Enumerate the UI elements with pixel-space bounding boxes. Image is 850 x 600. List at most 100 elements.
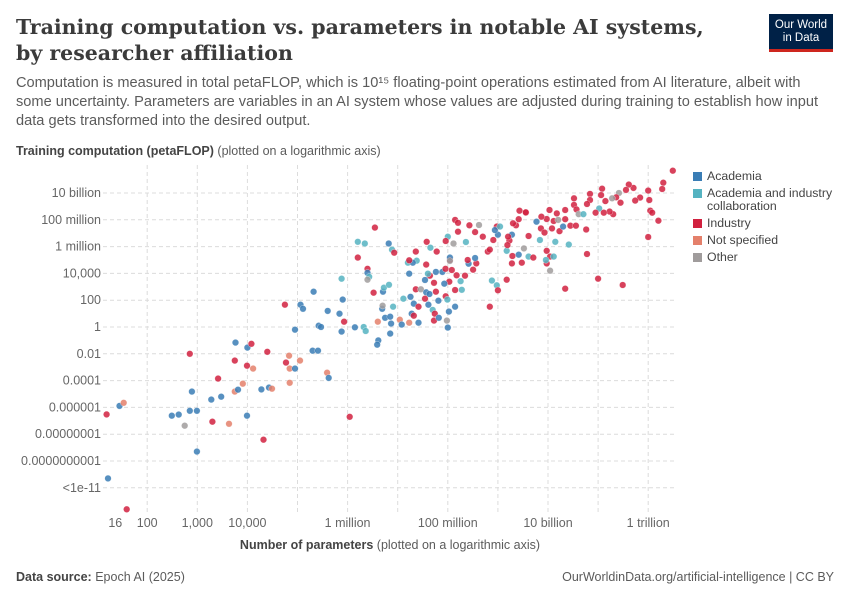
data-point[interactable]: [296, 357, 304, 365]
data-point[interactable]: [644, 233, 652, 241]
data-point[interactable]: [520, 244, 528, 252]
data-point[interactable]: [475, 221, 483, 229]
data-point[interactable]: [619, 281, 627, 289]
data-point[interactable]: [421, 276, 429, 284]
data-point[interactable]: [207, 396, 215, 404]
data-point[interactable]: [579, 210, 587, 218]
data-point[interactable]: [379, 302, 387, 310]
data-point[interactable]: [291, 365, 299, 373]
data-point[interactable]: [422, 261, 430, 269]
data-point[interactable]: [543, 247, 551, 255]
data-point[interactable]: [168, 412, 176, 420]
data-point[interactable]: [410, 312, 418, 320]
data-point[interactable]: [440, 280, 448, 288]
data-point[interactable]: [421, 295, 429, 303]
data-point[interactable]: [471, 228, 479, 236]
data-point[interactable]: [586, 190, 594, 198]
data-point[interactable]: [525, 232, 533, 240]
data-point[interactable]: [426, 244, 434, 252]
data-point[interactable]: [338, 275, 346, 283]
legend-item[interactable]: Academia and industry collaboration: [693, 187, 843, 213]
data-point[interactable]: [648, 209, 656, 217]
data-point[interactable]: [181, 422, 189, 430]
data-point[interactable]: [432, 288, 440, 296]
data-point[interactable]: [361, 240, 369, 247]
data-point[interactable]: [600, 209, 608, 217]
data-point[interactable]: [504, 233, 512, 241]
data-point[interactable]: [556, 227, 563, 235]
data-point[interactable]: [324, 307, 332, 315]
data-point[interactable]: [346, 413, 354, 421]
data-point[interactable]: [592, 209, 600, 217]
data-point[interactable]: [622, 186, 630, 194]
legend-item[interactable]: Not specified: [693, 234, 843, 247]
data-point[interactable]: [120, 399, 128, 407]
data-point[interactable]: [339, 296, 347, 304]
data-point[interactable]: [515, 251, 523, 259]
data-point[interactable]: [494, 286, 502, 294]
data-point[interactable]: [565, 241, 573, 249]
data-point[interactable]: [351, 323, 359, 331]
data-point[interactable]: [669, 167, 677, 175]
data-point[interactable]: [338, 328, 346, 336]
data-point[interactable]: [508, 252, 516, 260]
data-point[interactable]: [630, 184, 637, 192]
data-point[interactable]: [325, 374, 333, 382]
data-point[interactable]: [310, 288, 318, 296]
data-point[interactable]: [424, 270, 432, 278]
data-point[interactable]: [399, 295, 407, 303]
source-link[interactable]: OurWorldinData.org/artificial-intelligen…: [562, 570, 834, 584]
data-point[interactable]: [362, 327, 370, 335]
data-point[interactable]: [188, 388, 196, 396]
data-point[interactable]: [103, 410, 111, 418]
data-point[interactable]: [659, 179, 667, 187]
data-point[interactable]: [445, 308, 453, 316]
data-point[interactable]: [260, 436, 267, 444]
data-point[interactable]: [572, 222, 580, 230]
data-point[interactable]: [654, 217, 662, 225]
data-point[interactable]: [387, 320, 395, 328]
data-point[interactable]: [423, 238, 431, 246]
data-point[interactable]: [508, 259, 516, 267]
data-point[interactable]: [608, 194, 616, 202]
data-point[interactable]: [424, 301, 432, 309]
data-point[interactable]: [405, 256, 413, 264]
data-point[interactable]: [247, 340, 255, 348]
data-point[interactable]: [354, 254, 362, 262]
data-point[interactable]: [317, 323, 325, 331]
data-point[interactable]: [658, 185, 666, 193]
data-point[interactable]: [314, 347, 322, 355]
data-point[interactable]: [425, 290, 433, 298]
data-point[interactable]: [263, 348, 271, 356]
data-point[interactable]: [461, 272, 469, 280]
data-point[interactable]: [434, 297, 442, 305]
legend-item[interactable]: Other: [693, 251, 843, 264]
data-point[interactable]: [561, 285, 569, 293]
data-point[interactable]: [464, 256, 472, 264]
data-point[interactable]: [208, 418, 216, 426]
data-point[interactable]: [450, 240, 457, 247]
data-point[interactable]: [193, 407, 201, 415]
data-point[interactable]: [354, 238, 362, 246]
data-point[interactable]: [554, 216, 562, 224]
data-point[interactable]: [503, 276, 511, 284]
data-point[interactable]: [594, 275, 602, 283]
data-point[interactable]: [412, 248, 420, 256]
data-point[interactable]: [443, 317, 451, 325]
data-point[interactable]: [175, 411, 183, 419]
data-point[interactable]: [462, 238, 470, 246]
data-point[interactable]: [239, 380, 247, 388]
data-point[interactable]: [385, 240, 393, 247]
data-point[interactable]: [443, 296, 451, 304]
data-point[interactable]: [454, 219, 462, 227]
data-point[interactable]: [454, 228, 462, 236]
data-point[interactable]: [444, 324, 452, 332]
data-point[interactable]: [644, 187, 652, 195]
data-point[interactable]: [415, 303, 422, 311]
data-point[interactable]: [385, 281, 393, 289]
data-point[interactable]: [415, 319, 422, 327]
data-point[interactable]: [374, 318, 382, 326]
data-point[interactable]: [371, 224, 379, 232]
data-point[interactable]: [398, 321, 406, 329]
data-point[interactable]: [231, 357, 239, 365]
